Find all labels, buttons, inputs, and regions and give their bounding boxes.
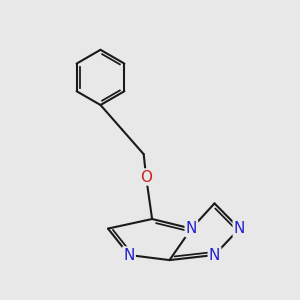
- Text: O: O: [140, 169, 152, 184]
- Text: N: N: [186, 221, 197, 236]
- Text: N: N: [234, 221, 245, 236]
- Text: N: N: [123, 248, 135, 262]
- Text: N: N: [209, 248, 220, 262]
